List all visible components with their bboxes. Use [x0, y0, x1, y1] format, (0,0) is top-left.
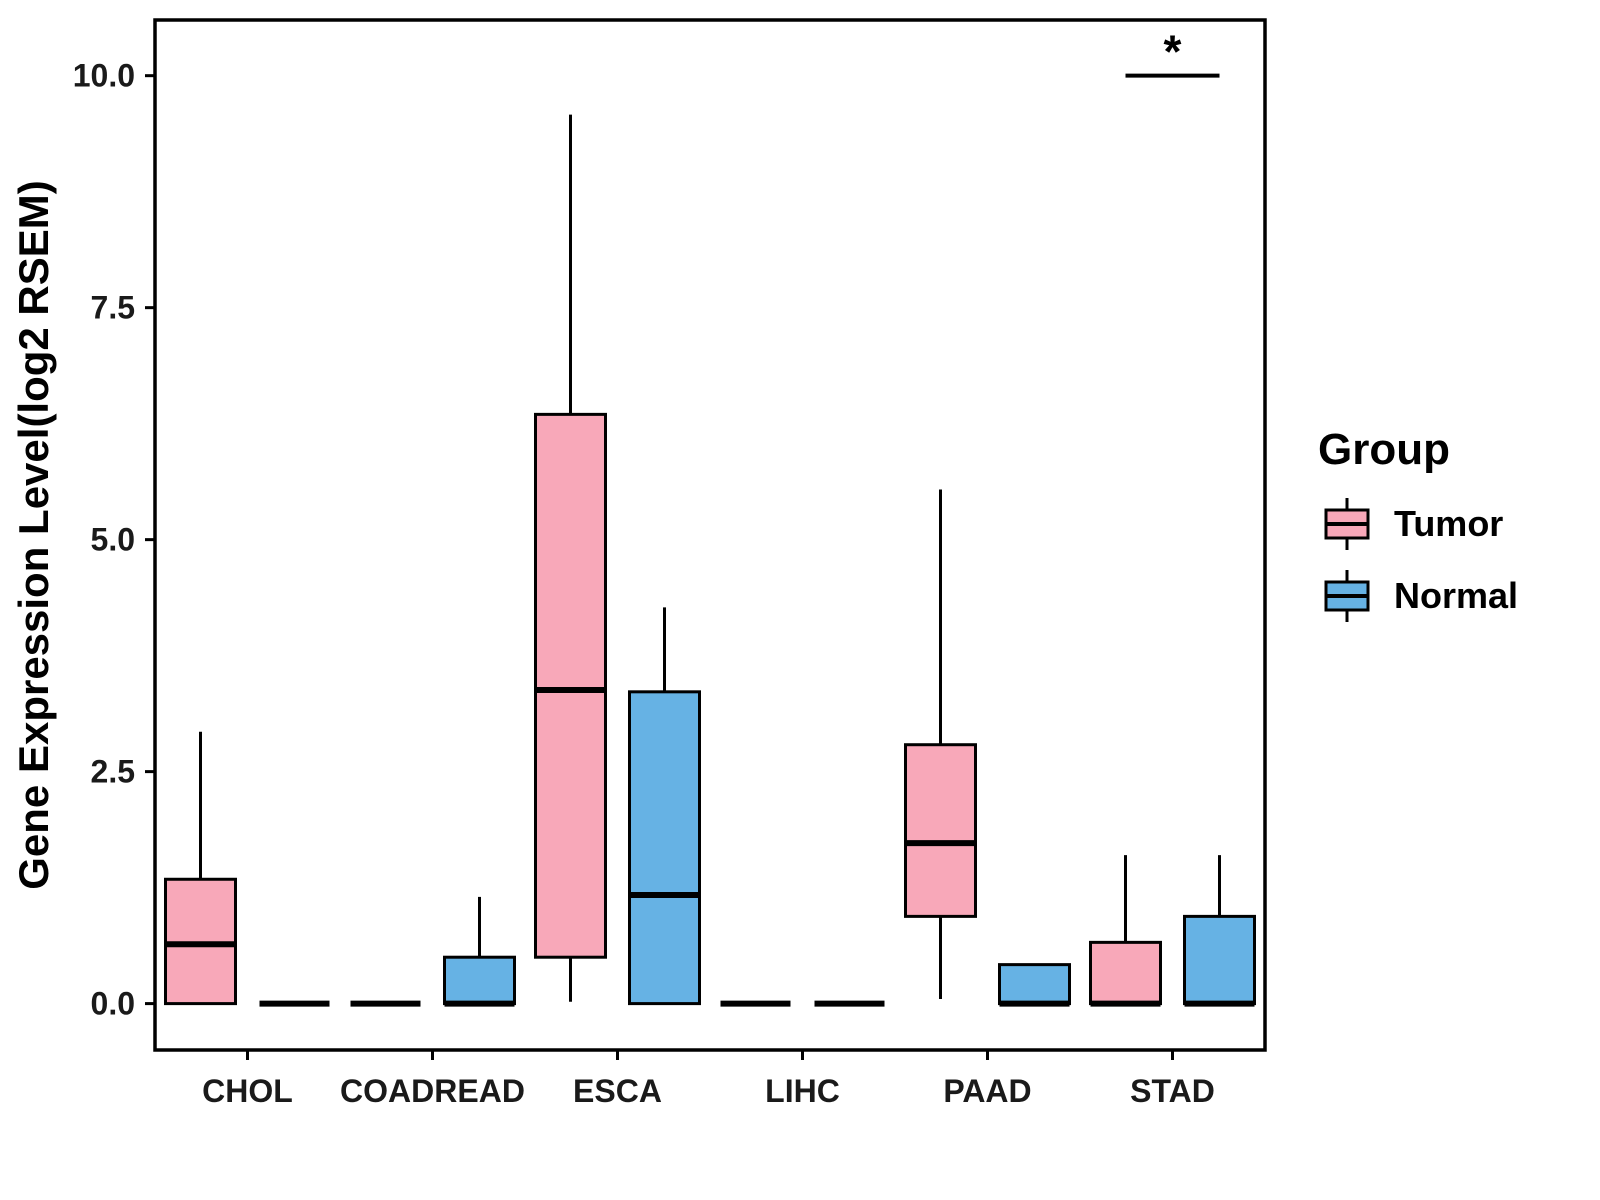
tumor-boxplot-key-icon — [1324, 498, 1370, 550]
x-tick-label: COADREAD — [340, 1073, 525, 1109]
box-tumor-STAD — [1089, 855, 1162, 1007]
legend-label-tumor: Tumor — [1394, 503, 1504, 544]
legend-label-normal: Normal — [1394, 575, 1519, 616]
x-tick-label: PAAD — [943, 1073, 1031, 1109]
x-tick-label: ESCA — [573, 1073, 662, 1109]
y-tick-label: 0.0 — [91, 986, 135, 1022]
box-normal-COADREAD — [443, 896, 516, 1007]
x-tick-label: STAD — [1130, 1073, 1215, 1109]
panel-border — [153, 18, 1267, 1052]
legend-entry-normal: Normal — [1318, 567, 1518, 625]
box-tumor-CHOL — [164, 731, 237, 1006]
y-tick-label: 5.0 — [91, 522, 135, 558]
box-normal-STAD — [1183, 855, 1256, 1007]
y-tick-label: 10.0 — [73, 58, 135, 94]
box-normal-PAAD — [998, 963, 1071, 1007]
legend-entry-tumor: Tumor — [1318, 495, 1518, 553]
box-normal-ESCA — [628, 607, 701, 1006]
y-tick-label: 2.5 — [91, 754, 135, 790]
significance-star: * — [1164, 26, 1182, 78]
normal-boxplot-key-icon — [1324, 570, 1370, 622]
x-tick-label: LIHC — [765, 1073, 840, 1109]
y-tick-label: 7.5 — [91, 290, 135, 326]
legend-title: Group — [1318, 425, 1450, 474]
box-tumor-PAAD — [904, 489, 977, 999]
x-tick-label: CHOL — [202, 1073, 293, 1109]
box-tumor-ESCA — [534, 114, 607, 1002]
y-axis-title: Gene Expression Level(log2 RSEM) — [10, 180, 57, 890]
legend: Group Tumor Normal — [1318, 425, 1518, 625]
